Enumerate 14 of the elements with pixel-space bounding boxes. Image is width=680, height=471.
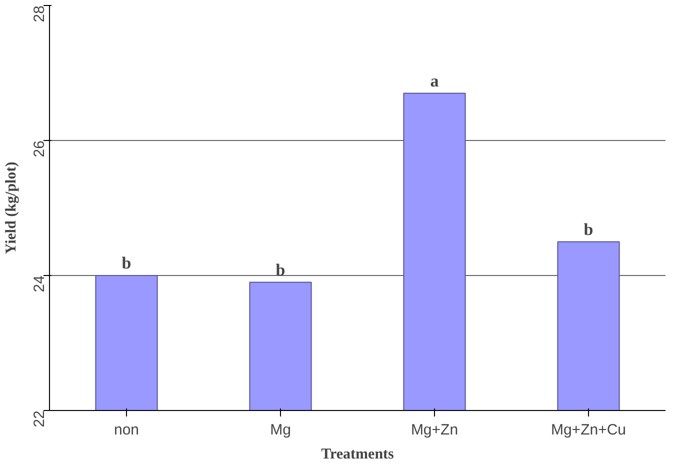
annotation: a — [430, 71, 440, 90]
y-tick-label: 26 — [31, 140, 48, 158]
y-tick-label: 22 — [31, 410, 48, 428]
annotation: b — [276, 260, 286, 280]
annotation: b — [584, 220, 594, 239]
y-axis-title: Yield (kg/plot) — [4, 162, 20, 254]
x-axis-title: Treatments — [321, 446, 394, 462]
y-tick-label: 28 — [31, 5, 48, 22]
x-tick-label: Mg+Zn — [410, 422, 458, 438]
x-tick-label: Mg — [270, 422, 291, 438]
x-tick-label: Mg+Zn+Cu — [550, 422, 626, 438]
x-tick-label: non — [114, 422, 140, 438]
annotation: b — [122, 254, 132, 272]
y-tick-label: 24 — [31, 275, 48, 292]
